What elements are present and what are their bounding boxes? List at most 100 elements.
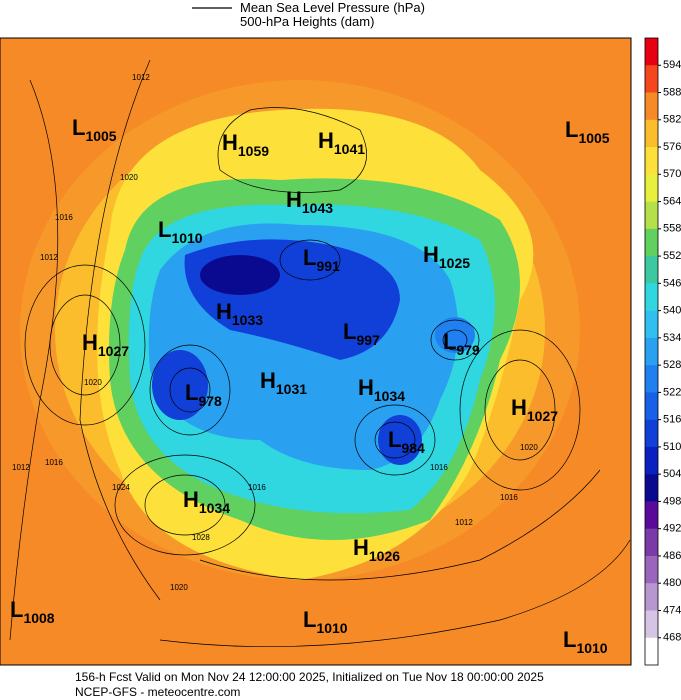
pressure-center: H1034 — [358, 375, 405, 404]
height-field — [152, 350, 208, 420]
height-field — [378, 415, 422, 465]
center-letter: H — [183, 487, 199, 512]
center-value: 1027 — [527, 408, 558, 424]
center-value: 1034 — [199, 500, 230, 516]
pressure-center: L1008 — [10, 597, 55, 626]
pressure-center: L1010 — [158, 217, 203, 246]
center-value: 1010 — [576, 640, 607, 656]
colorbar-cell — [645, 610, 658, 639]
isobar-label: 1016 — [430, 463, 448, 472]
colorbar-label: 564 — [663, 195, 681, 207]
center-letter: H — [318, 128, 334, 153]
pressure-center: H1026 — [353, 535, 400, 564]
isobar-label: 1020 — [84, 378, 102, 387]
map-frame — [0, 37, 632, 666]
center-letter: L — [343, 319, 356, 344]
isobar-label: 1012 — [132, 73, 150, 82]
colorbar: 594 588 582 576 570 564 558 552 546 540 534 528 522 5… — [644, 37, 681, 666]
colorbar-cell — [645, 446, 658, 475]
footer-text: NCEP-GFS - meteocentre.com — [75, 685, 240, 699]
height-field — [200, 255, 280, 295]
colorbar-cell — [645, 119, 658, 148]
colorbar-label: 534 — [663, 332, 681, 344]
isobar-label: 1012 — [12, 463, 30, 472]
colorbar-label: 468 — [663, 632, 681, 644]
colorbar-label: 474 — [663, 604, 681, 616]
isobar-label: 1012 — [40, 253, 58, 262]
isobars — [9, 59, 631, 647]
colorbar-label: 588 — [663, 86, 681, 98]
colorbar-cell — [645, 555, 658, 584]
center-value: 1005 — [85, 128, 116, 144]
isobar-label: 1024 — [112, 483, 130, 492]
pressure-center: H1043 — [286, 187, 333, 216]
center-value: 1033 — [232, 312, 263, 328]
center-value: 1043 — [302, 200, 333, 216]
center-value: 1031 — [276, 381, 307, 397]
center-value: 979 — [456, 342, 480, 358]
pressure-center: L991 — [303, 245, 340, 274]
isobar-label: 1020 — [120, 173, 138, 182]
center-letter: H — [423, 242, 439, 267]
center-letter: H — [358, 375, 374, 400]
colorbar-cell — [645, 474, 658, 502]
center-value: 1027 — [98, 343, 129, 359]
legend-label: Mean Sea Level Pressure (hPa) — [240, 0, 425, 15]
center-value: 1010 — [316, 620, 347, 636]
center-letter: L — [158, 217, 171, 242]
colorbar-label: 558 — [663, 223, 681, 235]
colorbar-label: 522 — [663, 386, 681, 398]
colorbar-label: 498 — [663, 495, 681, 507]
center-letter: L — [10, 597, 23, 622]
pressure-center: H1025 — [423, 242, 470, 271]
colorbar-cell — [645, 283, 658, 311]
center-letter: L — [303, 607, 316, 632]
colorbar-cell — [645, 92, 658, 121]
height-field — [435, 317, 475, 353]
colorbar-cell — [645, 256, 658, 284]
isobar-label: 1016 — [248, 483, 266, 492]
center-letter: L — [563, 627, 576, 652]
legend-label: 500-hPa Heights (dam) — [240, 14, 374, 29]
center-letter: L — [388, 427, 401, 452]
pressure-center: L1010 — [303, 607, 348, 636]
isobar-label: 1020 — [170, 583, 188, 592]
colorbar-cell — [645, 147, 658, 175]
colorbar-cell — [645, 337, 658, 366]
colorbar-cell — [645, 38, 658, 66]
center-letter: H — [222, 130, 238, 155]
center-letter: L — [565, 117, 578, 142]
colorbar-label: 528 — [663, 359, 681, 371]
colorbar-label: 480 — [663, 577, 681, 589]
pressure-center: H1034 — [183, 487, 230, 516]
colorbar-label: 594 — [663, 59, 681, 71]
center-letter: H — [286, 187, 302, 212]
colorbar-cell — [645, 365, 658, 393]
colorbar-label: 552 — [663, 250, 681, 262]
center-letter: L — [72, 115, 85, 140]
colorbar-label: 516 — [663, 414, 681, 426]
colorbar-label: 546 — [663, 277, 681, 289]
colorbar-cell — [645, 65, 658, 93]
pressure-center: H1027 — [82, 330, 129, 359]
pressure-center: L997 — [343, 319, 380, 348]
colorbar-cell — [645, 174, 658, 202]
colorbar-cell — [645, 201, 658, 230]
colorbar-label: 570 — [663, 168, 681, 180]
colorbar-frame — [644, 37, 659, 666]
pressure-center: H1041 — [318, 128, 365, 157]
colorbar-cell — [645, 228, 658, 257]
center-value: 978 — [198, 393, 222, 409]
colorbar-cell — [645, 392, 658, 420]
pressure-center: H1033 — [216, 299, 263, 328]
pressure-center: H1059 — [222, 130, 269, 159]
center-letter: H — [511, 395, 527, 420]
center-value: 1034 — [374, 388, 405, 404]
pressure-center: L984 — [388, 427, 425, 456]
colorbar-cell — [645, 583, 658, 611]
isobar-label: 1028 — [192, 533, 210, 542]
colorbar-label: 492 — [663, 523, 681, 535]
center-value: 984 — [401, 440, 425, 456]
colorbar-cell — [645, 528, 658, 557]
